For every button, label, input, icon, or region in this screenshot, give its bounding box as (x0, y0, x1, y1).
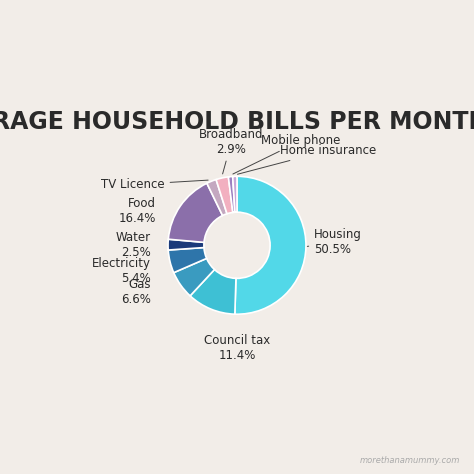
Text: Broadband
2.9%: Broadband 2.9% (199, 128, 264, 174)
Wedge shape (228, 176, 235, 212)
Text: AVERAGE HOUSEHOLD BILLS PER MONTH UK: AVERAGE HOUSEHOLD BILLS PER MONTH UK (0, 109, 474, 134)
Wedge shape (168, 183, 222, 242)
Wedge shape (168, 247, 207, 273)
Wedge shape (207, 180, 227, 216)
Wedge shape (173, 258, 215, 296)
Wedge shape (216, 177, 233, 214)
Text: Council tax
11.4%: Council tax 11.4% (204, 334, 270, 362)
Text: Home insurance: Home insurance (237, 144, 376, 174)
Text: Mobile phone: Mobile phone (233, 134, 340, 174)
Wedge shape (233, 176, 237, 212)
Wedge shape (235, 176, 306, 314)
Text: Water
2.5%: Water 2.5% (116, 231, 151, 259)
Text: Gas
6.6%: Gas 6.6% (121, 278, 151, 306)
Text: Electricity
5.4%: Electricity 5.4% (92, 257, 151, 285)
Text: TV Licence: TV Licence (101, 178, 208, 191)
Text: Housing
50.5%: Housing 50.5% (307, 228, 362, 256)
Wedge shape (190, 270, 236, 314)
Text: morethanamummy.com: morethanamummy.com (359, 456, 460, 465)
Wedge shape (168, 239, 204, 250)
Text: Food
16.4%: Food 16.4% (118, 197, 155, 225)
